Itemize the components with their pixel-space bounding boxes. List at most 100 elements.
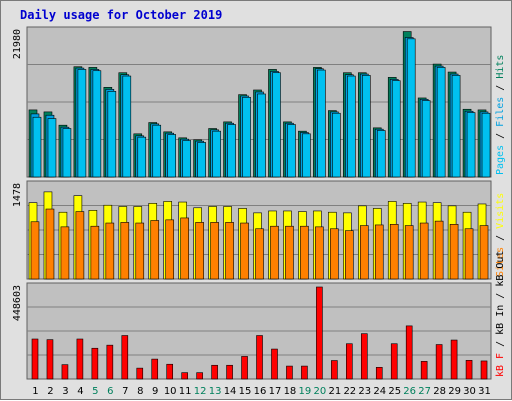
bar-visits-sites-day-25 — [389, 224, 399, 280]
bar-visits-sites-day-21 — [330, 228, 339, 280]
x-tick-label-day-23: 23 — [358, 386, 371, 397]
bar-visits-sites-day-30 — [464, 228, 474, 280]
bar-visits-sites-day-10 — [165, 219, 175, 280]
bar-visits-sites-day-2 — [45, 208, 55, 280]
x-tick-label-day-22: 22 — [343, 386, 356, 397]
bar-hits-pages-day-21 — [332, 112, 341, 178]
panel-visits-legend: Sites / Visits — [495, 193, 506, 277]
legend-visits: Visits — [495, 193, 506, 229]
x-tick-label-day-31: 31 — [478, 386, 491, 397]
bar-visits-sites-day-28 — [434, 220, 444, 280]
bar-hits-pages-day-15 — [242, 96, 251, 178]
bar-hits-pages-day-6 — [107, 91, 117, 178]
bar-hits-pages-day-31 — [481, 112, 491, 178]
bar-visits-sites-day-9 — [150, 220, 160, 280]
legend-separator: / — [495, 127, 506, 145]
x-tick-label-day-19: 19 — [299, 386, 312, 397]
panel-kbytes-legend: kB F / kB In / kB Out — [495, 251, 506, 377]
bar-visits-sites-day-19 — [300, 225, 309, 280]
bar-hits-pages-day-18 — [287, 124, 296, 178]
x-tick-label-day-2: 2 — [47, 386, 53, 397]
x-tick-label-day-15: 15 — [239, 386, 252, 397]
bar-hits-pages-day-28 — [436, 67, 446, 178]
bar-hits-pages-day-29 — [451, 75, 461, 178]
bar-kbytes-kb-f-day-14 — [226, 364, 233, 380]
bar-hits-pages-day-9 — [152, 124, 162, 178]
bar-hits-pages-day-30 — [466, 112, 476, 178]
bar-visits-sites-day-24 — [374, 224, 384, 280]
bar-kbytes-kb-f-day-1 — [31, 338, 39, 380]
x-tick-label-day-16: 16 — [254, 386, 267, 397]
bar-visits-sites-day-14 — [225, 222, 234, 280]
bar-hits-pages-day-2 — [47, 118, 57, 178]
bar-hits-pages-day-7 — [122, 75, 132, 178]
legend-pages: Pages — [495, 145, 506, 175]
x-tick-label-day-18: 18 — [284, 386, 297, 397]
bar-visits-sites-day-7 — [120, 222, 130, 280]
bar-kbytes-kb-f-day-19 — [301, 365, 308, 380]
x-tick-label-day-25: 25 — [388, 386, 401, 397]
chart-title: Daily usage for October 2019 — [20, 8, 223, 22]
x-tick-label-day-24: 24 — [373, 386, 386, 397]
x-tick-label-day-3: 3 — [62, 386, 68, 397]
bar-kbytes-kb-f-day-23 — [360, 333, 368, 380]
bar-visits-sites-day-16 — [255, 228, 264, 280]
legend-kb-in: kB In — [495, 305, 506, 335]
bar-kbytes-kb-f-day-5 — [91, 347, 99, 380]
panel-visits-ymax-label: 1478 — [12, 183, 23, 207]
bar-kbytes-kb-f-day-30 — [465, 360, 473, 380]
bar-hits-pages-day-12 — [197, 142, 206, 178]
x-tick-label-day-11: 11 — [179, 386, 192, 397]
panel-kbytes-ymax-label: 448603 — [12, 285, 23, 321]
bar-visits-sites-day-5 — [90, 225, 100, 280]
legend-separator: / — [495, 229, 506, 247]
x-tick-label-day-12: 12 — [194, 386, 207, 397]
bar-visits-sites-day-1 — [30, 221, 40, 280]
bar-hits-pages-day-10 — [167, 134, 177, 178]
bar-kbytes-kb-f-day-3 — [61, 364, 69, 380]
bar-kbytes-kb-f-day-13 — [211, 364, 218, 380]
bar-kbytes-kb-f-day-29 — [450, 339, 458, 380]
bar-kbytes-kb-f-day-17 — [271, 348, 278, 380]
legend-kb-out: kB Out — [495, 251, 506, 287]
legend-kb-f: kB F — [495, 353, 506, 377]
bar-hits-pages-day-26 — [406, 38, 416, 178]
bar-visits-sites-day-31 — [479, 225, 489, 280]
bar-hits-pages-day-13 — [212, 130, 221, 178]
bar-visits-sites-day-13 — [210, 222, 219, 280]
x-tick-label-day-4: 4 — [77, 386, 83, 397]
bar-kbytes-kb-f-day-22 — [346, 343, 353, 380]
bar-hits-pages-day-8 — [137, 136, 147, 178]
x-tick-label-day-27: 27 — [418, 386, 431, 397]
bar-kbytes-kb-f-day-7 — [121, 335, 129, 380]
x-tick-label-day-7: 7 — [122, 386, 128, 397]
bar-hits-pages-day-22 — [347, 75, 356, 178]
bar-visits-sites-day-3 — [60, 226, 70, 280]
bar-kbytes-kb-f-day-6 — [106, 344, 114, 380]
bar-visits-sites-day-12 — [195, 222, 204, 280]
bar-hits-pages-day-14 — [227, 124, 236, 178]
bar-visits-sites-day-11 — [180, 217, 189, 280]
bar-visits-sites-day-8 — [135, 222, 145, 280]
x-tick-label-day-9: 9 — [152, 386, 158, 397]
bar-kbytes-kb-f-day-28 — [435, 344, 443, 380]
bar-visits-sites-day-4 — [75, 211, 85, 280]
x-tick-label-day-1: 1 — [32, 386, 38, 397]
x-tick-label-day-6: 6 — [107, 386, 113, 397]
bar-kbytes-kb-f-day-25 — [390, 343, 398, 380]
bar-kbytes-kb-f-day-15 — [241, 356, 248, 380]
x-tick-label-day-8: 8 — [137, 386, 143, 397]
x-tick-label-day-14: 14 — [224, 386, 237, 397]
bar-kbytes-kb-f-day-24 — [375, 367, 383, 380]
bar-hits-pages-day-24 — [376, 130, 386, 178]
x-tick-label-day-20: 20 — [314, 386, 327, 397]
bar-visits-sites-day-20 — [315, 226, 324, 280]
x-tick-label-day-29: 29 — [448, 386, 461, 397]
bar-hits-pages-day-5 — [92, 70, 102, 178]
bar-hits-pages-day-3 — [62, 128, 72, 178]
bar-visits-sites-day-6 — [105, 222, 115, 280]
bar-visits-sites-day-15 — [240, 222, 249, 280]
bar-kbytes-kb-f-day-31 — [480, 360, 488, 380]
